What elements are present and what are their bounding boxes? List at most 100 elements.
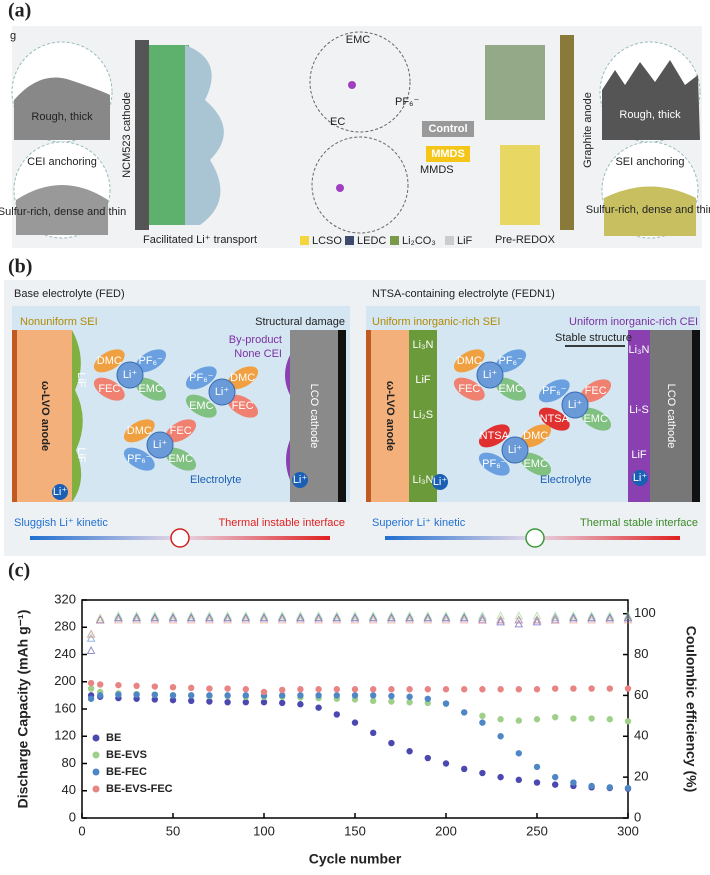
capacity-point <box>497 773 504 781</box>
dense-layer <box>16 185 108 235</box>
cathode-plate <box>135 40 149 230</box>
capacity-point <box>552 773 559 781</box>
label: None CEI <box>234 348 282 360</box>
efficiency-point <box>332 615 342 624</box>
molecule-label: NTSA <box>480 430 510 442</box>
capacity-point <box>552 685 559 692</box>
x-axis-label: Cycle number <box>309 851 402 867</box>
efficiency-point <box>114 615 123 624</box>
x-tick-label: 0 <box>78 823 85 838</box>
efficiency-point <box>587 611 596 620</box>
label: CEI anchoring <box>27 156 97 168</box>
capacity-point <box>333 711 340 718</box>
rough-layer <box>14 77 110 140</box>
efficiency-point <box>114 613 123 622</box>
molecule <box>580 379 612 403</box>
efficiency-point <box>623 611 633 620</box>
efficiency-point <box>314 615 323 624</box>
efficiency-point <box>296 613 305 622</box>
capacity-point <box>297 701 304 708</box>
label: Electrolyte <box>540 474 591 486</box>
y2-axis-label: Coulombic efficiency (%) <box>683 626 699 792</box>
label: Uniform inorganic-rich SEI <box>372 316 500 328</box>
label: Sulfur-rich, dense and thin <box>0 206 126 218</box>
label: Superior Li⁺ kinetic <box>372 517 466 529</box>
label: PF₆⁻ <box>395 96 419 108</box>
efficiency-point <box>95 615 105 624</box>
capacity-point <box>370 686 377 693</box>
efficiency-point <box>496 615 505 624</box>
current-collector <box>692 330 700 502</box>
li-ion <box>501 436 529 464</box>
solvation-circle <box>309 31 411 133</box>
label: Sluggish Li⁺ kinetic <box>14 517 108 529</box>
label: Li₃N <box>629 344 650 356</box>
capacity-point <box>279 699 286 707</box>
molecule-label: PF₆⁻ <box>542 385 566 397</box>
capacity-point <box>479 769 486 777</box>
x-tick-label: 300 <box>617 823 639 838</box>
molecule <box>227 394 259 418</box>
current-collector <box>366 330 371 502</box>
x-tick-label: 100 <box>253 823 275 838</box>
efficiency-point <box>350 613 360 622</box>
efficiency-point <box>95 613 105 622</box>
efficiency-point <box>605 613 615 622</box>
capacity-point <box>206 685 213 692</box>
capacity-point <box>606 784 613 791</box>
capacity-point <box>461 686 468 693</box>
capacity-point <box>151 683 158 690</box>
efficiency-point <box>150 613 160 622</box>
li-ion <box>432 474 448 490</box>
li-label: Li⁺ <box>633 472 648 484</box>
label: Facilitated Li⁺ transport <box>143 234 257 246</box>
y-tick-label: 80 <box>62 755 76 770</box>
capacity-point <box>151 696 158 703</box>
solvation-circle <box>311 136 409 234</box>
capacity-point <box>442 760 450 767</box>
capacity-point <box>588 685 595 692</box>
label: LiF <box>75 447 87 463</box>
efficiency-point <box>296 611 305 620</box>
efficiency-point <box>314 611 323 620</box>
capacity-point <box>497 686 504 693</box>
efficiency-point <box>277 615 287 624</box>
molecule <box>495 349 527 373</box>
efficiency-point <box>114 611 123 620</box>
li-label: Li⁺ <box>215 386 230 398</box>
efficiency-point <box>441 611 451 620</box>
capacity-point <box>315 692 322 699</box>
efficiency-point <box>186 615 196 624</box>
capacity-point <box>388 698 395 705</box>
efficiency-point <box>459 613 469 622</box>
capacity-point <box>515 717 522 724</box>
label: Thermal stable interface <box>580 517 698 529</box>
capacity-point <box>242 686 249 693</box>
legend-entry: BE <box>106 732 121 744</box>
capacity-point <box>297 686 304 693</box>
efficiency-point <box>405 613 414 622</box>
control-box <box>422 121 474 137</box>
label: LCO cathode <box>308 384 320 449</box>
sei-left <box>72 330 83 502</box>
molecule <box>165 447 197 471</box>
efficiency-point <box>368 615 378 624</box>
y-tick-label: 40 <box>62 782 76 797</box>
efficiency-point <box>587 613 596 622</box>
capacity-point <box>552 781 559 788</box>
molecule-label: PF₆⁻ <box>499 355 523 367</box>
li-ion <box>561 391 589 419</box>
efficiency-point <box>223 611 232 620</box>
li-label: Li⁺ <box>153 439 168 451</box>
molecule-label: DMC <box>230 372 255 384</box>
anode <box>371 330 409 502</box>
label: Li-S <box>629 404 649 416</box>
label: MMDS <box>420 164 454 176</box>
capacity-point <box>315 686 322 693</box>
label: SEI anchoring <box>615 156 684 168</box>
capacity-point <box>97 692 104 699</box>
panel-b: (b) Base electrolyte (FED) NTSA-containi… <box>4 256 706 556</box>
efficiency-point <box>168 611 178 620</box>
legend-entry: BE-EVS-FEC <box>106 783 173 795</box>
capacity-point <box>87 695 95 702</box>
